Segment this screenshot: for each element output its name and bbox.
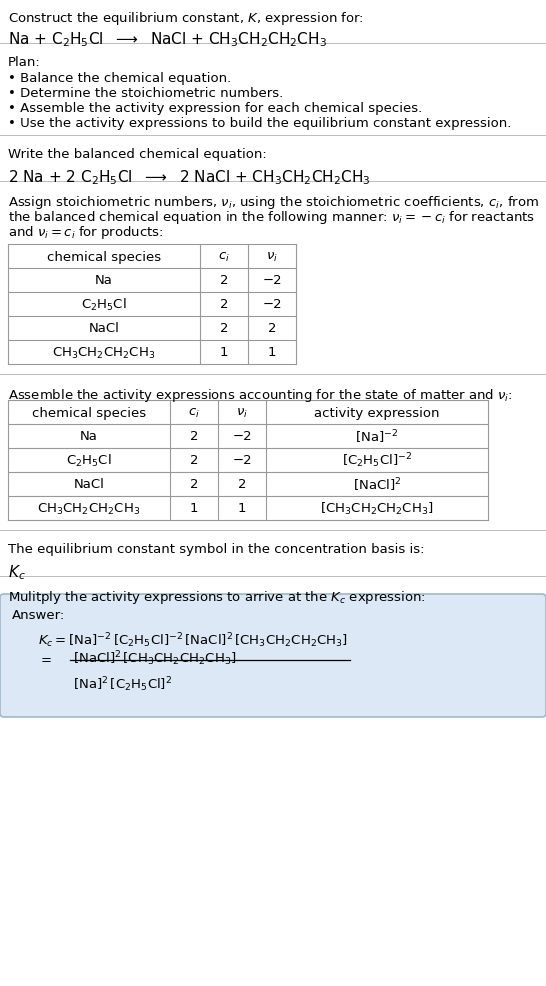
Text: activity expression: activity expression — [314, 406, 440, 419]
Text: 2: 2 — [190, 430, 198, 443]
Text: 2: 2 — [238, 478, 246, 491]
Text: 2: 2 — [268, 322, 276, 335]
Text: Mulitply the activity expressions to arrive at the $K_c$ expression:: Mulitply the activity expressions to arr… — [8, 589, 426, 605]
Text: $c_i$: $c_i$ — [188, 406, 200, 419]
Text: $c_i$: $c_i$ — [218, 250, 230, 263]
Text: −2: −2 — [232, 454, 252, 467]
Text: Assign stoichiometric numbers, $\nu_i$, using the stoichiometric coefficients, $: Assign stoichiometric numbers, $\nu_i$, … — [8, 194, 539, 211]
Text: 1: 1 — [238, 502, 246, 515]
Text: −2: −2 — [262, 274, 282, 287]
Text: [Na]$^{-2}$: [Na]$^{-2}$ — [355, 428, 399, 446]
Text: C$_2$H$_5$Cl: C$_2$H$_5$Cl — [66, 453, 112, 468]
Text: $K_c$: $K_c$ — [8, 562, 26, 581]
Text: [NaCl]$^2$: [NaCl]$^2$ — [353, 476, 401, 493]
Text: and $\nu_i = c_i$ for products:: and $\nu_i = c_i$ for products: — [8, 224, 164, 241]
Text: Plan:: Plan: — [8, 56, 41, 69]
Text: • Assemble the activity expression for each chemical species.: • Assemble the activity expression for e… — [8, 102, 422, 115]
Text: $\mathrm{[Na]^2\,[C_2H_5Cl]^2}$: $\mathrm{[Na]^2\,[C_2H_5Cl]^2}$ — [73, 674, 172, 693]
Text: Na: Na — [80, 430, 98, 443]
Text: 1: 1 — [190, 502, 198, 515]
Text: −2: −2 — [232, 430, 252, 443]
Text: Write the balanced chemical equation:: Write the balanced chemical equation: — [8, 148, 267, 161]
Text: 2: 2 — [219, 298, 228, 312]
Text: $K_c = \mathrm{[Na]^{-2}\,[C_2H_5Cl]^{-2}\,[NaCl]^2\,[CH_3CH_2CH_2CH_3]}$: $K_c = \mathrm{[Na]^{-2}\,[C_2H_5Cl]^{-2… — [38, 630, 348, 649]
Text: NaCl: NaCl — [88, 322, 120, 335]
Text: −2: −2 — [262, 298, 282, 312]
Text: chemical species: chemical species — [47, 250, 161, 263]
Text: • Balance the chemical equation.: • Balance the chemical equation. — [8, 72, 232, 85]
Text: 2: 2 — [219, 322, 228, 335]
Text: • Use the activity expressions to build the equilibrium constant expression.: • Use the activity expressions to build … — [8, 117, 512, 130]
Text: the balanced chemical equation in the following manner: $\nu_i = -c_i$ for react: the balanced chemical equation in the fo… — [8, 209, 535, 226]
Text: $=$: $=$ — [38, 652, 52, 665]
Text: Na + C$_2$H$_5$Cl  $\longrightarrow$  NaCl + CH$_3$CH$_2$CH$_2$CH$_3$: Na + C$_2$H$_5$Cl $\longrightarrow$ NaCl… — [8, 30, 327, 48]
Text: CH$_3$CH$_2$CH$_2$CH$_3$: CH$_3$CH$_2$CH$_2$CH$_3$ — [52, 345, 156, 360]
Text: 2: 2 — [190, 454, 198, 467]
Text: CH$_3$CH$_2$CH$_2$CH$_3$: CH$_3$CH$_2$CH$_2$CH$_3$ — [37, 501, 141, 516]
Text: 2: 2 — [190, 478, 198, 491]
Text: C$_2$H$_5$Cl: C$_2$H$_5$Cl — [81, 297, 127, 313]
Text: Answer:: Answer: — [12, 608, 66, 621]
Text: Assemble the activity expressions accounting for the state of matter and $\nu_i$: Assemble the activity expressions accoun… — [8, 387, 513, 403]
Text: Construct the equilibrium constant, $K$, expression for:: Construct the equilibrium constant, $K$,… — [8, 10, 364, 27]
Text: [C$_2$H$_5$Cl]$^{-2}$: [C$_2$H$_5$Cl]$^{-2}$ — [342, 452, 412, 470]
Text: 1: 1 — [268, 346, 276, 359]
Text: $\nu_i$: $\nu_i$ — [266, 250, 278, 263]
Text: $\nu_i$: $\nu_i$ — [236, 406, 248, 419]
Text: The equilibrium constant symbol in the concentration basis is:: The equilibrium constant symbol in the c… — [8, 542, 424, 555]
Text: $\mathrm{[NaCl]^2\,[CH_3CH_2CH_2CH_3]}$: $\mathrm{[NaCl]^2\,[CH_3CH_2CH_2CH_3]}$ — [73, 649, 236, 667]
Text: 2: 2 — [219, 274, 228, 287]
Text: 2 Na + 2 C$_2$H$_5$Cl  $\longrightarrow$  2 NaCl + CH$_3$CH$_2$CH$_2$CH$_3$: 2 Na + 2 C$_2$H$_5$Cl $\longrightarrow$ … — [8, 168, 371, 186]
Text: chemical species: chemical species — [32, 406, 146, 419]
Text: • Determine the stoichiometric numbers.: • Determine the stoichiometric numbers. — [8, 87, 283, 100]
Text: 1: 1 — [219, 346, 228, 359]
Text: [CH$_3$CH$_2$CH$_2$CH$_3$]: [CH$_3$CH$_2$CH$_2$CH$_3$] — [320, 501, 434, 517]
Text: Na: Na — [95, 274, 113, 287]
Text: NaCl: NaCl — [74, 478, 104, 491]
FancyBboxPatch shape — [0, 595, 546, 717]
